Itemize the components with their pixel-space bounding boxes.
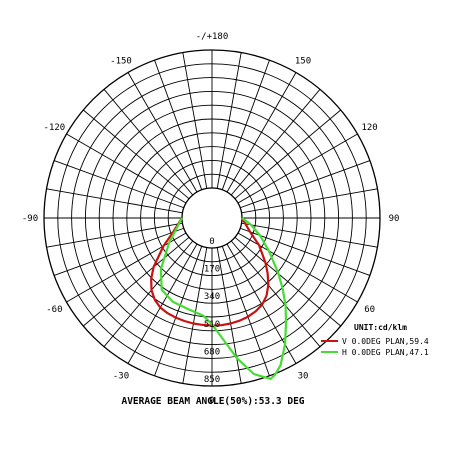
- grid-spoke: [234, 236, 341, 327]
- radial-tick-label: 340: [204, 292, 220, 302]
- grid-spoke: [83, 109, 190, 200]
- radial-tick-label: 680: [204, 347, 220, 357]
- grid-spoke: [240, 160, 371, 209]
- grid-spoke: [221, 246, 270, 377]
- grid-spoke: [182, 247, 208, 384]
- radial-tick-labels: 0 170 340 510 680 850: [204, 237, 220, 385]
- grid-spoke: [216, 52, 242, 189]
- angle-label: -/+180: [196, 32, 229, 42]
- angle-label: -120: [44, 123, 66, 133]
- radial-tick-label: 510: [204, 320, 220, 330]
- grid-spoke: [83, 236, 190, 327]
- legend-unit-label: UNIT:cd/klm: [354, 323, 407, 332]
- grid-spoke: [234, 109, 341, 200]
- grid-spoke: [103, 89, 194, 196]
- angle-label: -60: [46, 305, 62, 315]
- grid-spoke: [66, 133, 187, 204]
- grid-spoke: [240, 227, 371, 276]
- legend-item-v: V 0.0DEG PLAN,59.4: [342, 337, 429, 346]
- angle-label: 60: [364, 305, 375, 315]
- radial-tick-label: 170: [204, 265, 220, 275]
- angle-label: 30: [298, 372, 309, 382]
- angle-label: 90: [389, 214, 400, 224]
- radial-tick-label: 850: [204, 375, 220, 385]
- grid-spoke: [46, 188, 183, 214]
- angle-label: -30: [113, 372, 129, 382]
- angle-label: 120: [361, 123, 377, 133]
- radial-tick-label: 0: [209, 237, 214, 247]
- grid-spoke: [53, 227, 184, 276]
- grid-spoke: [226, 72, 297, 193]
- grid-spoke: [221, 59, 270, 190]
- grid-spoke: [216, 247, 242, 384]
- grid-spoke: [230, 89, 321, 196]
- legend-item-h: H 0.0DEG PLAN,47.1: [342, 348, 429, 357]
- grid-spoke: [182, 52, 208, 189]
- grid-spoke: [241, 188, 378, 214]
- grid-spoke: [241, 222, 378, 248]
- beam-angle-footer: AVERAGE BEAM ANGLE(50%):53.3 DEG: [121, 396, 304, 407]
- grid-spoke: [127, 72, 198, 193]
- grid-spoke: [53, 160, 184, 209]
- grid-spoke: [154, 246, 203, 377]
- grid-spoke: [127, 243, 198, 364]
- legend: UNIT:cd/klm V 0.0DEG PLAN,59.4 H 0.0DEG …: [321, 323, 429, 357]
- angle-labels: -/+180 150 120 90 60 30 0 -30 -60 -90 -120 -150: [22, 32, 400, 406]
- grid-spoke: [237, 133, 358, 204]
- angle-label: 150: [295, 56, 311, 66]
- polar-grid: [43, 49, 381, 387]
- grid-spoke: [103, 240, 194, 347]
- angle-label: 0: [209, 396, 214, 406]
- series-layer: [150, 217, 288, 380]
- angle-label: -90: [22, 214, 38, 224]
- grid-spoke: [230, 240, 321, 347]
- series-curve-h: [159, 217, 288, 380]
- grid-spoke: [66, 232, 187, 303]
- grid-spoke: [46, 222, 183, 248]
- angle-label: -150: [110, 56, 132, 66]
- grid-spoke: [154, 59, 203, 190]
